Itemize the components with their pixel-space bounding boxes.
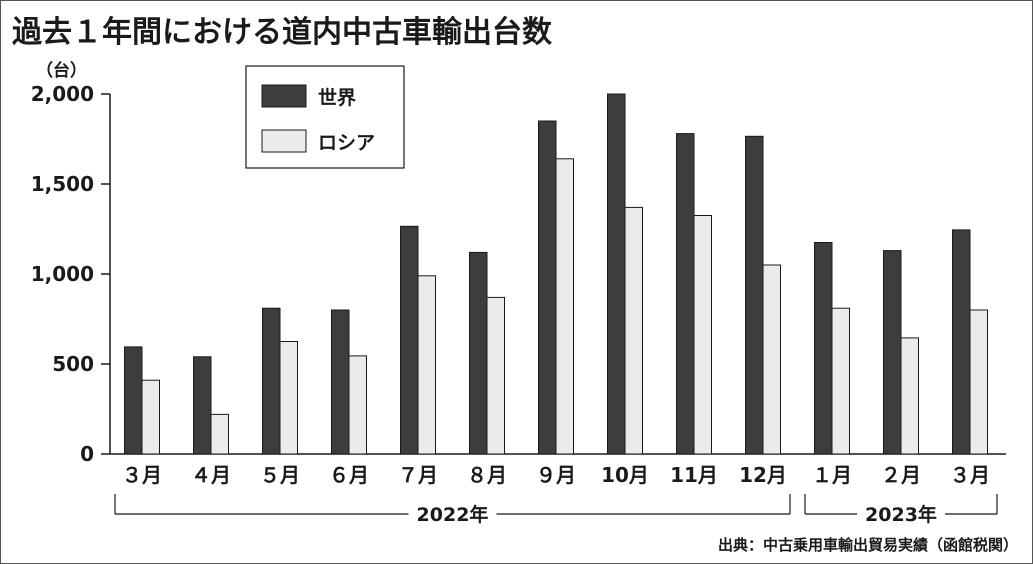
bar-world [814, 242, 833, 455]
x-tick-label: ５月 [260, 463, 300, 487]
legend-label-russia: ロシア [318, 132, 375, 154]
source-note: 出典：中古乗用車輸出貿易実績（函館税関） [718, 536, 1018, 554]
year-label: 2022年 [417, 503, 489, 526]
x-tick-label: ４月 [191, 463, 231, 487]
bar-world [400, 225, 419, 455]
y-tick-label: 1,500 [31, 172, 94, 196]
legend-swatch-russia [261, 129, 307, 153]
x-tick-label: ８月 [467, 463, 507, 487]
bar-world [745, 135, 764, 455]
bar-world [469, 251, 488, 455]
bar-world [883, 250, 902, 455]
bar-russia [762, 264, 781, 455]
x-tick-label: ３月 [950, 463, 990, 487]
legend: 世界 ロシア [245, 65, 405, 169]
x-tick-label: １月 [812, 463, 852, 487]
bar-russia [348, 355, 367, 455]
bar-russia [693, 215, 712, 455]
x-tick-label: ９月 [536, 463, 576, 487]
bar-world [952, 229, 971, 455]
bar-russia [900, 337, 919, 455]
x-tick-label: ６月 [329, 463, 369, 487]
bar-russia [141, 379, 160, 455]
bar-russia [969, 309, 988, 455]
x-tick-label: ３月 [122, 463, 162, 487]
x-tick-label: ７月 [398, 463, 438, 487]
y-unit-label: （台） [36, 60, 87, 81]
bar-world [676, 133, 695, 455]
y-tick-label: 2,000 [31, 82, 94, 106]
y-tick-label: 0 [80, 442, 94, 466]
bar-world [262, 307, 281, 455]
bar-russia [210, 413, 229, 455]
y-tick-labels: 0 500 1,000 1,500 2,000 [31, 82, 94, 466]
x-tick-label: 11月 [670, 463, 718, 487]
x-tick-label: ２月 [881, 463, 921, 487]
x-tick-label: 10月 [601, 463, 649, 487]
bar-russia [417, 275, 436, 455]
bar-world [193, 356, 212, 455]
x-tick-labels: ３月 ４月 ５月 ６月 ７月 ８月 ９月 10月 11月 12月 １月 ２月 ３月 [122, 463, 990, 487]
bar-russia [555, 158, 574, 455]
bar-world [607, 93, 626, 455]
bar-world [331, 309, 350, 455]
y-tick-label: 1,000 [31, 262, 94, 286]
bar-russia [279, 341, 298, 455]
bar-russia [831, 307, 850, 455]
x-tick-label: 12月 [739, 463, 787, 487]
year-label: 2023年 [865, 503, 937, 526]
bar-russia [624, 206, 643, 455]
bar-world [538, 120, 557, 455]
legend-swatch-world [261, 84, 307, 108]
year-brackets: 2022年 2023年 [114, 494, 998, 526]
bar-russia [486, 296, 505, 455]
chart-title: 過去１年間における道内中古車輸出台数 [12, 15, 553, 50]
bar-world [124, 346, 143, 455]
bars [124, 93, 988, 455]
y-tick-label: 500 [52, 352, 94, 376]
legend-label-world: 世界 [318, 87, 356, 109]
